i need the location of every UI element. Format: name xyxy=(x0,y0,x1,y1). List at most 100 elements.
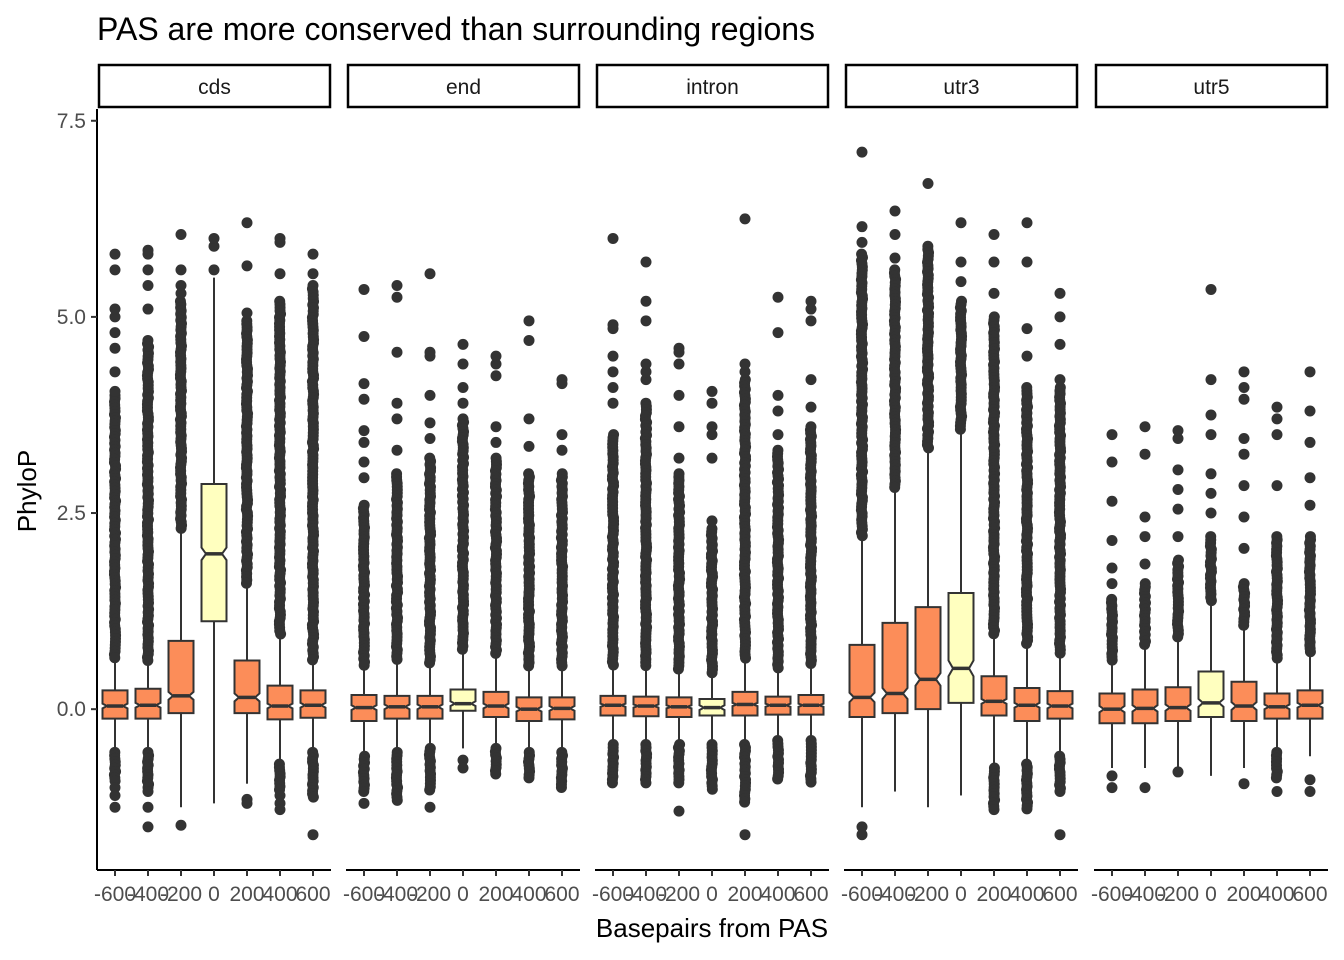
outlier-point xyxy=(988,628,1000,640)
outlier-point xyxy=(1054,647,1066,659)
outlier-point xyxy=(109,652,121,664)
outlier-point xyxy=(391,346,403,358)
outlier-point xyxy=(391,653,403,665)
box-intron-400 xyxy=(764,291,792,785)
outlier-point xyxy=(1106,456,1118,468)
outlier-point xyxy=(739,213,751,225)
box-utr5--200 xyxy=(1164,425,1192,778)
outlier-point xyxy=(523,772,535,784)
facet-strip-label: cds xyxy=(198,76,231,99)
outlier-point xyxy=(772,389,784,401)
x-tick-label: -400 xyxy=(625,883,667,906)
outlier-point xyxy=(1054,311,1066,323)
outlier-point xyxy=(307,268,319,280)
outlier-point xyxy=(424,433,436,445)
outlier-point xyxy=(1106,429,1118,441)
outlier-point xyxy=(856,146,868,158)
x-tick-label: -600 xyxy=(1091,883,1133,906)
outlier-point xyxy=(424,657,436,669)
outlier-point xyxy=(109,782,121,794)
outlier-point xyxy=(490,350,502,362)
outlier-point xyxy=(1238,542,1250,554)
outlier-point xyxy=(1304,646,1316,658)
outlier-point xyxy=(358,436,370,448)
outlier-point xyxy=(673,421,685,433)
outlier-point xyxy=(1139,531,1151,543)
outlier-point xyxy=(772,662,784,674)
outlier-point xyxy=(1172,433,1184,445)
outlier-point xyxy=(490,370,502,382)
outlier-point xyxy=(391,291,403,303)
outlier-point xyxy=(706,452,718,464)
x-tick-label: -400 xyxy=(874,883,916,906)
outlier-point xyxy=(142,244,154,256)
outlier-point xyxy=(457,754,469,766)
outlier-point xyxy=(424,801,436,813)
box-intron-0 xyxy=(698,385,726,795)
outlier-point xyxy=(673,358,685,370)
box-cds--400 xyxy=(134,244,162,833)
outlier-point xyxy=(706,783,718,795)
outlier-point xyxy=(1238,433,1250,445)
outlier-point xyxy=(358,785,370,797)
outlier-point xyxy=(740,652,752,664)
outlier-point xyxy=(358,472,370,484)
x-tick-label: 600 xyxy=(1292,883,1327,906)
outlier-point xyxy=(805,295,817,307)
outlier-point xyxy=(706,429,718,441)
outlier-point xyxy=(1238,366,1250,378)
x-tick-label: 600 xyxy=(544,883,579,906)
box-end--600 xyxy=(350,283,378,809)
outlier-point xyxy=(805,658,817,670)
outlier-point xyxy=(424,346,436,358)
outlier-point xyxy=(1271,401,1283,413)
outlier-point xyxy=(1054,287,1066,299)
outlier-point xyxy=(424,268,436,280)
outlier-point xyxy=(1021,256,1033,268)
outlier-point xyxy=(556,660,568,672)
outlier-point xyxy=(954,423,966,435)
x-tick-label: -200 xyxy=(658,883,700,906)
outlier-point xyxy=(1205,595,1217,607)
outlier-point xyxy=(673,452,685,464)
outlier-point xyxy=(307,654,319,666)
outlier-point xyxy=(607,382,619,394)
x-tick-label: 0 xyxy=(457,883,469,906)
outlier-point xyxy=(358,659,370,671)
x-tick-label: -600 xyxy=(841,883,883,906)
box-utr5-600 xyxy=(1296,366,1324,798)
outlier-point xyxy=(358,393,370,405)
outlier-point xyxy=(555,782,567,794)
outlier-point xyxy=(672,663,684,675)
box-body xyxy=(1230,680,1258,722)
outlier-point xyxy=(142,280,154,292)
outlier-point xyxy=(739,796,751,808)
outlier-point xyxy=(673,777,685,789)
outlier-point xyxy=(1021,350,1033,362)
outlier-point xyxy=(640,256,652,268)
x-tick-label: 600 xyxy=(295,883,330,906)
outlier-point xyxy=(175,819,187,831)
outlier-point xyxy=(1205,374,1217,386)
outlier-point xyxy=(805,374,817,386)
outlier-point xyxy=(1139,558,1151,570)
box-body xyxy=(266,684,294,721)
outlier-point xyxy=(358,425,370,437)
outlier-point xyxy=(109,264,121,276)
outlier-point xyxy=(889,481,901,493)
outlier-point xyxy=(1304,436,1316,448)
outlier-point xyxy=(490,358,502,370)
outlier-point xyxy=(109,801,121,813)
outlier-point xyxy=(706,421,718,433)
outlier-point xyxy=(1054,338,1066,350)
outlier-point xyxy=(856,530,868,542)
box-body xyxy=(1197,670,1225,719)
outlier-point xyxy=(457,358,469,370)
outlier-point xyxy=(275,628,287,640)
outlier-point xyxy=(142,821,154,833)
box-body xyxy=(914,606,942,711)
outlier-point xyxy=(1238,382,1250,394)
